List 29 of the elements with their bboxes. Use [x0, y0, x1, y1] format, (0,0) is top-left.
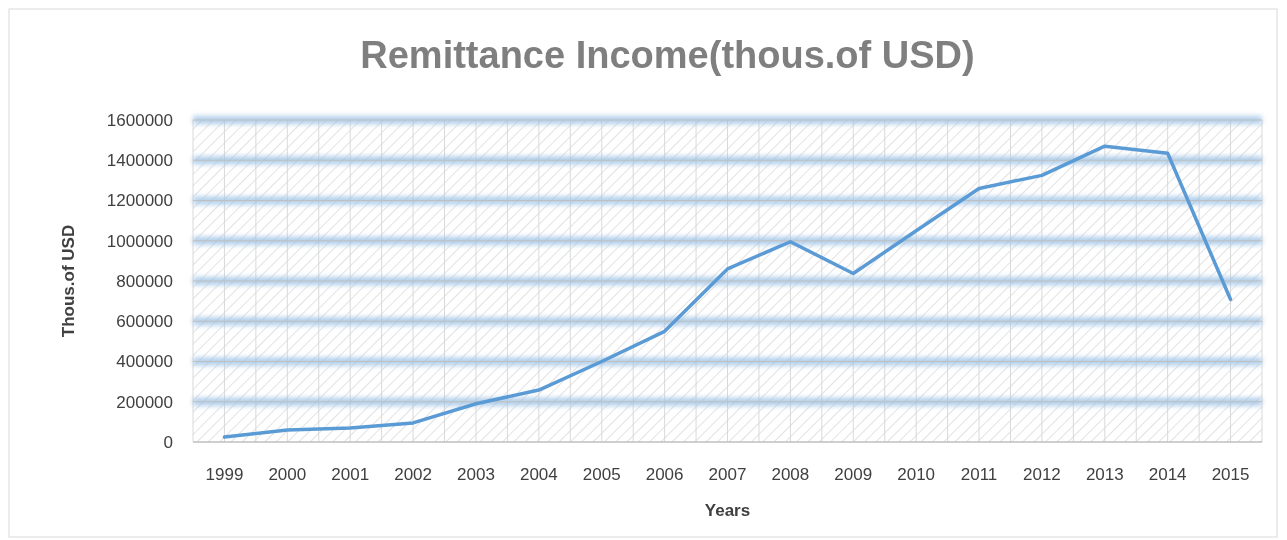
x-tick-label: 2013 — [1085, 464, 1124, 484]
y-tick-label: 1600000 — [106, 110, 173, 130]
y-tick-label: 1200000 — [106, 191, 173, 211]
x-tick-label: 2011 — [960, 464, 998, 484]
y-tick-label: 600000 — [116, 312, 173, 332]
x-axis-title: Years — [704, 501, 751, 520]
y-tick-label: 200000 — [116, 392, 173, 412]
x-tick-label: 2012 — [1023, 464, 1061, 484]
x-tick-label: 1999 — [205, 464, 244, 484]
x-tick-label: 2003 — [457, 464, 495, 484]
x-tick-label: 2008 — [771, 464, 810, 484]
x-tick-label: 2007 — [708, 464, 747, 484]
x-tick-label: 2009 — [834, 464, 873, 484]
chart-title: Remittance Income(thous.of USD) — [360, 34, 975, 76]
x-tick-label: 2006 — [645, 464, 684, 484]
y-tick-label: 800000 — [116, 271, 173, 291]
y-axis-title: Thous.of USD — [59, 224, 78, 338]
x-tick-label: 2002 — [394, 464, 432, 484]
y-tick-label: 400000 — [116, 352, 173, 372]
x-tick-label: 2010 — [897, 464, 936, 484]
y-tick-label: 1000000 — [106, 231, 173, 251]
x-tick-label: 2000 — [268, 464, 307, 484]
x-tick-label: 2005 — [582, 464, 621, 484]
y-tick-label: 0 — [163, 432, 173, 452]
x-tick-label: 2014 — [1148, 464, 1187, 484]
x-tick-label: 2004 — [519, 464, 558, 484]
y-tick-label: 1400000 — [106, 151, 173, 171]
x-tick-label: 2001 — [331, 464, 370, 484]
x-tick-label: 2015 — [1211, 464, 1250, 484]
